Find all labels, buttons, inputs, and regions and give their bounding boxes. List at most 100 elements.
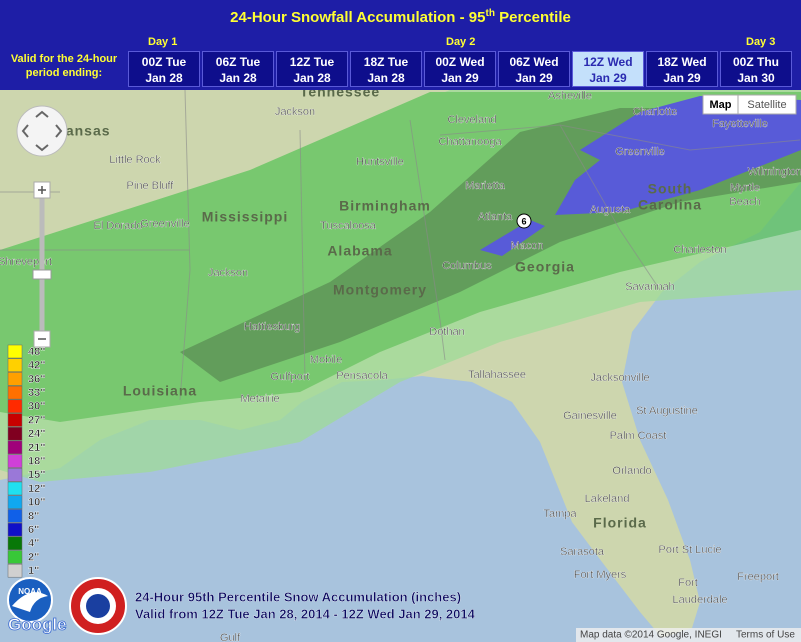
place-label: Freeport (737, 571, 779, 583)
place-label: Augusta (590, 204, 631, 216)
period-date: Jan 29 (441, 71, 479, 85)
period-date: Jan 28 (367, 71, 405, 85)
place-label: Shreveport (0, 256, 52, 268)
legend-swatch (7, 358, 23, 372)
place-label: Florida (593, 515, 647, 531)
legend-swatch (7, 385, 23, 400)
place-label: Alabama (327, 243, 392, 259)
period-time: 12Z Wed (583, 55, 633, 69)
place-label: Louisiana (123, 383, 197, 399)
place-label: Jackson (208, 267, 248, 279)
footer-bg (576, 628, 801, 642)
place-label: Pine Bluff (127, 180, 175, 192)
legend-label: 27" (28, 414, 45, 426)
day-label: Day 3 (746, 36, 776, 48)
caption-line: Valid from 12Z Tue Jan 28, 2014 - 12Z We… (135, 606, 476, 621)
place-label: Mobile (310, 354, 342, 366)
period-button[interactable]: 18Z Wed Jan 29 (646, 51, 718, 87)
place-label: Asheville (548, 90, 592, 102)
period-button[interactable]: 00Z Wed Jan 29 (424, 51, 496, 87)
legend-label: 33" (28, 387, 45, 399)
place-label: Columbus (442, 260, 492, 272)
period-button[interactable]: 06Z Wed Jan 29 (498, 51, 570, 87)
legend-swatch (7, 372, 23, 386)
place-label: Fayetteville (712, 118, 768, 130)
legend-swatch (7, 522, 23, 537)
place-label: Savannah (625, 281, 675, 293)
terms-link[interactable]: Terms of Use (736, 630, 795, 641)
place-label: Carolina (638, 197, 702, 213)
period-button[interactable]: 12Z Tue Jan 28 (276, 51, 348, 87)
place-label: Charlotte (633, 106, 678, 118)
valid-label: Valid for the 24-hour period ending: (10, 53, 118, 79)
place-label: Jackson (275, 106, 315, 118)
legend-label: 24" (28, 428, 45, 440)
day-label: Day 2 (446, 36, 476, 48)
period-date: Jan 29 (515, 71, 553, 85)
legend-swatch (7, 399, 23, 414)
period-time: 00Z Tue (141, 55, 187, 69)
place-label: St Augustine (636, 405, 698, 417)
period-date: Jan 29 (663, 71, 701, 85)
place-label: Greenville (615, 146, 665, 158)
legend-label: 42" (28, 360, 45, 372)
noaa-bird (12, 592, 48, 612)
legend-label: 4" (28, 538, 39, 550)
legend-label: 36" (28, 373, 45, 385)
pan-arrows (21, 110, 63, 152)
legend-swatch (7, 536, 23, 551)
day-label: Day 1 (148, 36, 178, 48)
place-label: Pensacola (336, 370, 388, 382)
place-label: Metairie (240, 393, 279, 405)
legend-label: 1" (28, 565, 39, 577)
legend-swatch (7, 468, 23, 482)
zoom-thumb[interactable] (32, 269, 52, 280)
caption-line: 24-Hour 95th Percentile Snow Accumulatio… (135, 589, 461, 604)
nws-center (86, 594, 110, 618)
legend-label: 48" (28, 346, 45, 358)
period-button[interactable]: 00Z Tue Jan 28 (128, 51, 200, 87)
legend-label: 2" (28, 551, 39, 563)
place-label: Fort (678, 577, 698, 589)
legend-label: 6" (28, 524, 39, 536)
place-label: Montgomery (333, 282, 427, 298)
place-label: Tallahassee (468, 369, 526, 381)
place-label: Dothan (429, 326, 464, 338)
place-label: Macon (510, 240, 543, 252)
pan-control[interactable] (16, 105, 68, 157)
zoom-in-icon (38, 186, 46, 194)
title-sup: th (485, 8, 495, 19)
period-time: 00Z Thu (732, 55, 779, 69)
legend-label: 18" (28, 456, 45, 468)
place-label: Tampa (543, 508, 577, 520)
place-label: Georgia (515, 259, 575, 275)
google-logo: Google (8, 615, 67, 634)
legend-label: 10" (28, 497, 45, 509)
noaa-text: NOAA (18, 587, 42, 596)
place-label: Myrtle (730, 182, 760, 194)
legend-swatch (7, 413, 23, 427)
period-time: 18Z Tue (363, 55, 409, 69)
time-bar: Valid for the 24-hour period ending: Day… (0, 33, 801, 90)
period-button[interactable]: 00Z Thu Jan 30 (720, 51, 792, 87)
legend-label: 30" (28, 401, 45, 413)
state-borders (0, 89, 801, 401)
period-button[interactable]: 06Z Tue Jan 28 (202, 51, 274, 87)
period-time: 00Z Wed (435, 55, 485, 69)
legend-swatch (7, 509, 23, 523)
place-label: Port St Lucie (659, 544, 722, 556)
place-label: Sarasota (560, 546, 605, 558)
place-label: Orlando (612, 465, 651, 477)
period-time: 06Z Wed (509, 55, 559, 69)
place-label: Marietta (465, 180, 506, 192)
place-label: Tuscaloosa (320, 220, 377, 232)
period-button[interactable]: 18Z Tue Jan 28 (350, 51, 422, 87)
period-button[interactable]: 12Z Wed Jan 29 (572, 51, 644, 87)
legend-swatch (7, 426, 23, 441)
legend-swatch (7, 495, 23, 509)
legend-label: 15" (28, 469, 45, 481)
map-type-button[interactable] (737, 94, 797, 115)
place-label: Chattanooga (439, 136, 503, 148)
place-label: Huntsville (356, 156, 404, 168)
